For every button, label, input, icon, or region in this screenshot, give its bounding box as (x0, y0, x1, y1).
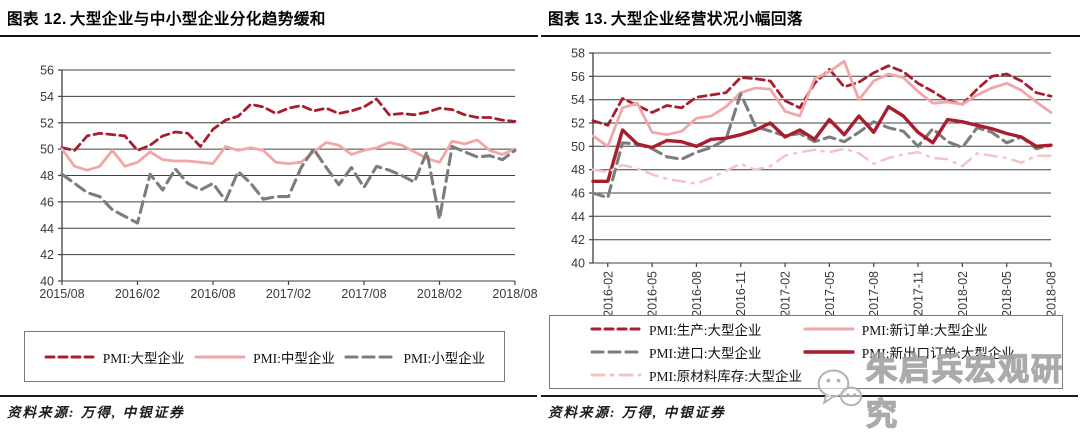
y-tick-label: 48 (571, 163, 585, 177)
source-note-left: 资料来源: 万得, 中银证券 (7, 405, 185, 420)
pmi-enterprise-size-chart: 40 42 44 46 48 50 52 54 56 2015/08 2016/02 2016/08 2… (39, 64, 537, 302)
legend-label: PMI:新订单:大型企业 (861, 323, 988, 338)
legend-label: PMI:小型企业 (403, 350, 486, 366)
legend-item: PMI:新订单:大型企业 (803, 319, 1056, 339)
chart-number: 图表 12. (7, 11, 67, 28)
chart-title-left: 图表 12. 大型企业与中小型企业分化趋势缓和 (0, 5, 538, 37)
y-tick-label: 44 (40, 222, 54, 236)
divider (0, 395, 537, 397)
y-tick-label: 40 (571, 257, 585, 271)
legend-item: PMI:小型企业 (344, 347, 485, 367)
x-tick-label: 2016-02 (601, 271, 615, 317)
x-tick-label: 2017-05 (823, 271, 837, 317)
y-tick-label: 46 (571, 187, 585, 201)
legend-label: PMI:大型企业 (102, 350, 185, 366)
x-tick-label: 2016/08 (190, 287, 235, 301)
legend-item: PMI:进口:大型企业 (590, 342, 803, 362)
series-line (591, 147, 1053, 185)
series-line (591, 92, 1053, 200)
x-tick-label: 2018/02 (417, 287, 462, 301)
legend-item: PMI:新出口订单:大型企业 (803, 342, 1056, 362)
y-tick-label: 50 (571, 140, 585, 154)
series-line (60, 97, 517, 152)
x-tick-label: 2018-05 (1000, 271, 1014, 317)
legend-line-sample (803, 350, 855, 354)
x-tick-label: 2018/08 (492, 287, 537, 301)
legend-line-sample (590, 327, 642, 331)
x-tick-label: 2017-02 (779, 271, 793, 317)
y-tick-label: 52 (40, 116, 54, 130)
legend-left: PMI:大型企业 PMI:中型企业 PMI:小型企业 (24, 331, 505, 382)
series-line (591, 59, 1053, 148)
y-tick-label: 48 (40, 169, 54, 183)
legend-item: PMI:大型企业 (44, 347, 185, 367)
x-tick-label: 2017/08 (341, 287, 386, 301)
legend-line-sample (44, 355, 96, 358)
legend-line-sample (344, 354, 396, 359)
legend-line-sample (590, 350, 642, 354)
x-tick-label: 2017-11 (912, 271, 926, 316)
series-line (591, 104, 1053, 184)
legend-line-sample (803, 327, 855, 331)
divider (541, 395, 1078, 397)
chart-title-text: 大型企业经营状况小幅回落 (610, 11, 803, 28)
legend-item: PMI:中型企业 (194, 347, 335, 367)
series-line (60, 144, 517, 225)
x-tick-label: 2016/02 (115, 287, 160, 301)
series-line (60, 138, 517, 172)
chart-title-text: 大型企业与中小型企业分化趋势缓和 (69, 11, 326, 28)
source-note-right: 资料来源: 万得, 中银证券 (548, 405, 726, 420)
y-tick-label: 44 (571, 210, 585, 224)
x-tick-label: 2018-02 (956, 271, 970, 317)
legend-label: PMI:原材料库存:大型企业 (649, 369, 803, 384)
y-tick-label: 52 (571, 117, 585, 131)
y-tick-label: 54 (571, 93, 585, 107)
legend-label: PMI:新出口订单:大型企业 (861, 346, 1015, 361)
y-tick-label: 42 (571, 233, 585, 247)
legend-item: PMI:生产:大型企业 (590, 319, 803, 339)
legend-label: PMI:进口:大型企业 (649, 346, 762, 361)
x-tick-label: 2018-08 (1045, 271, 1059, 317)
legend-line-sample (590, 373, 642, 377)
x-tick-label: 2017/02 (266, 287, 311, 301)
x-tick-label: 2015/08 (39, 287, 84, 301)
y-tick-label: 54 (40, 90, 54, 104)
y-tick-label: 42 (40, 248, 54, 262)
legend-label: PMI:中型企业 (253, 350, 335, 366)
x-tick-label: 2017-08 (867, 271, 881, 317)
x-tick-label: 2016-05 (646, 271, 660, 317)
y-tick-label: 58 (571, 47, 585, 61)
legend-label: PMI:生产:大型企业 (649, 323, 762, 338)
pmi-large-enterprise-subindex-chart: 40 42 44 46 48 50 52 54 56 58 2016-02 2016-05 2016-0… (571, 47, 1059, 317)
chart-number: 图表 13. (548, 11, 608, 28)
legend-line-sample (194, 355, 246, 358)
x-tick-label: 2016-11 (734, 271, 748, 316)
y-tick-label: 56 (40, 64, 54, 78)
y-tick-label: 56 (571, 70, 585, 84)
y-tick-label: 46 (40, 195, 54, 209)
x-tick-label: 2016-08 (690, 271, 704, 317)
y-tick-label: 50 (40, 143, 54, 157)
legend-item: PMI:原材料库存:大型企业 (590, 365, 803, 385)
legend-right: PMI:生产:大型企业 PMI:新订单:大型企业 PMI:进口:大型企业 PMI:新出… (549, 315, 1063, 389)
y-tick-label: 40 (40, 275, 54, 289)
chart-title-right: 图表 13. 大型企业经营状况小幅回落 (541, 5, 1080, 37)
